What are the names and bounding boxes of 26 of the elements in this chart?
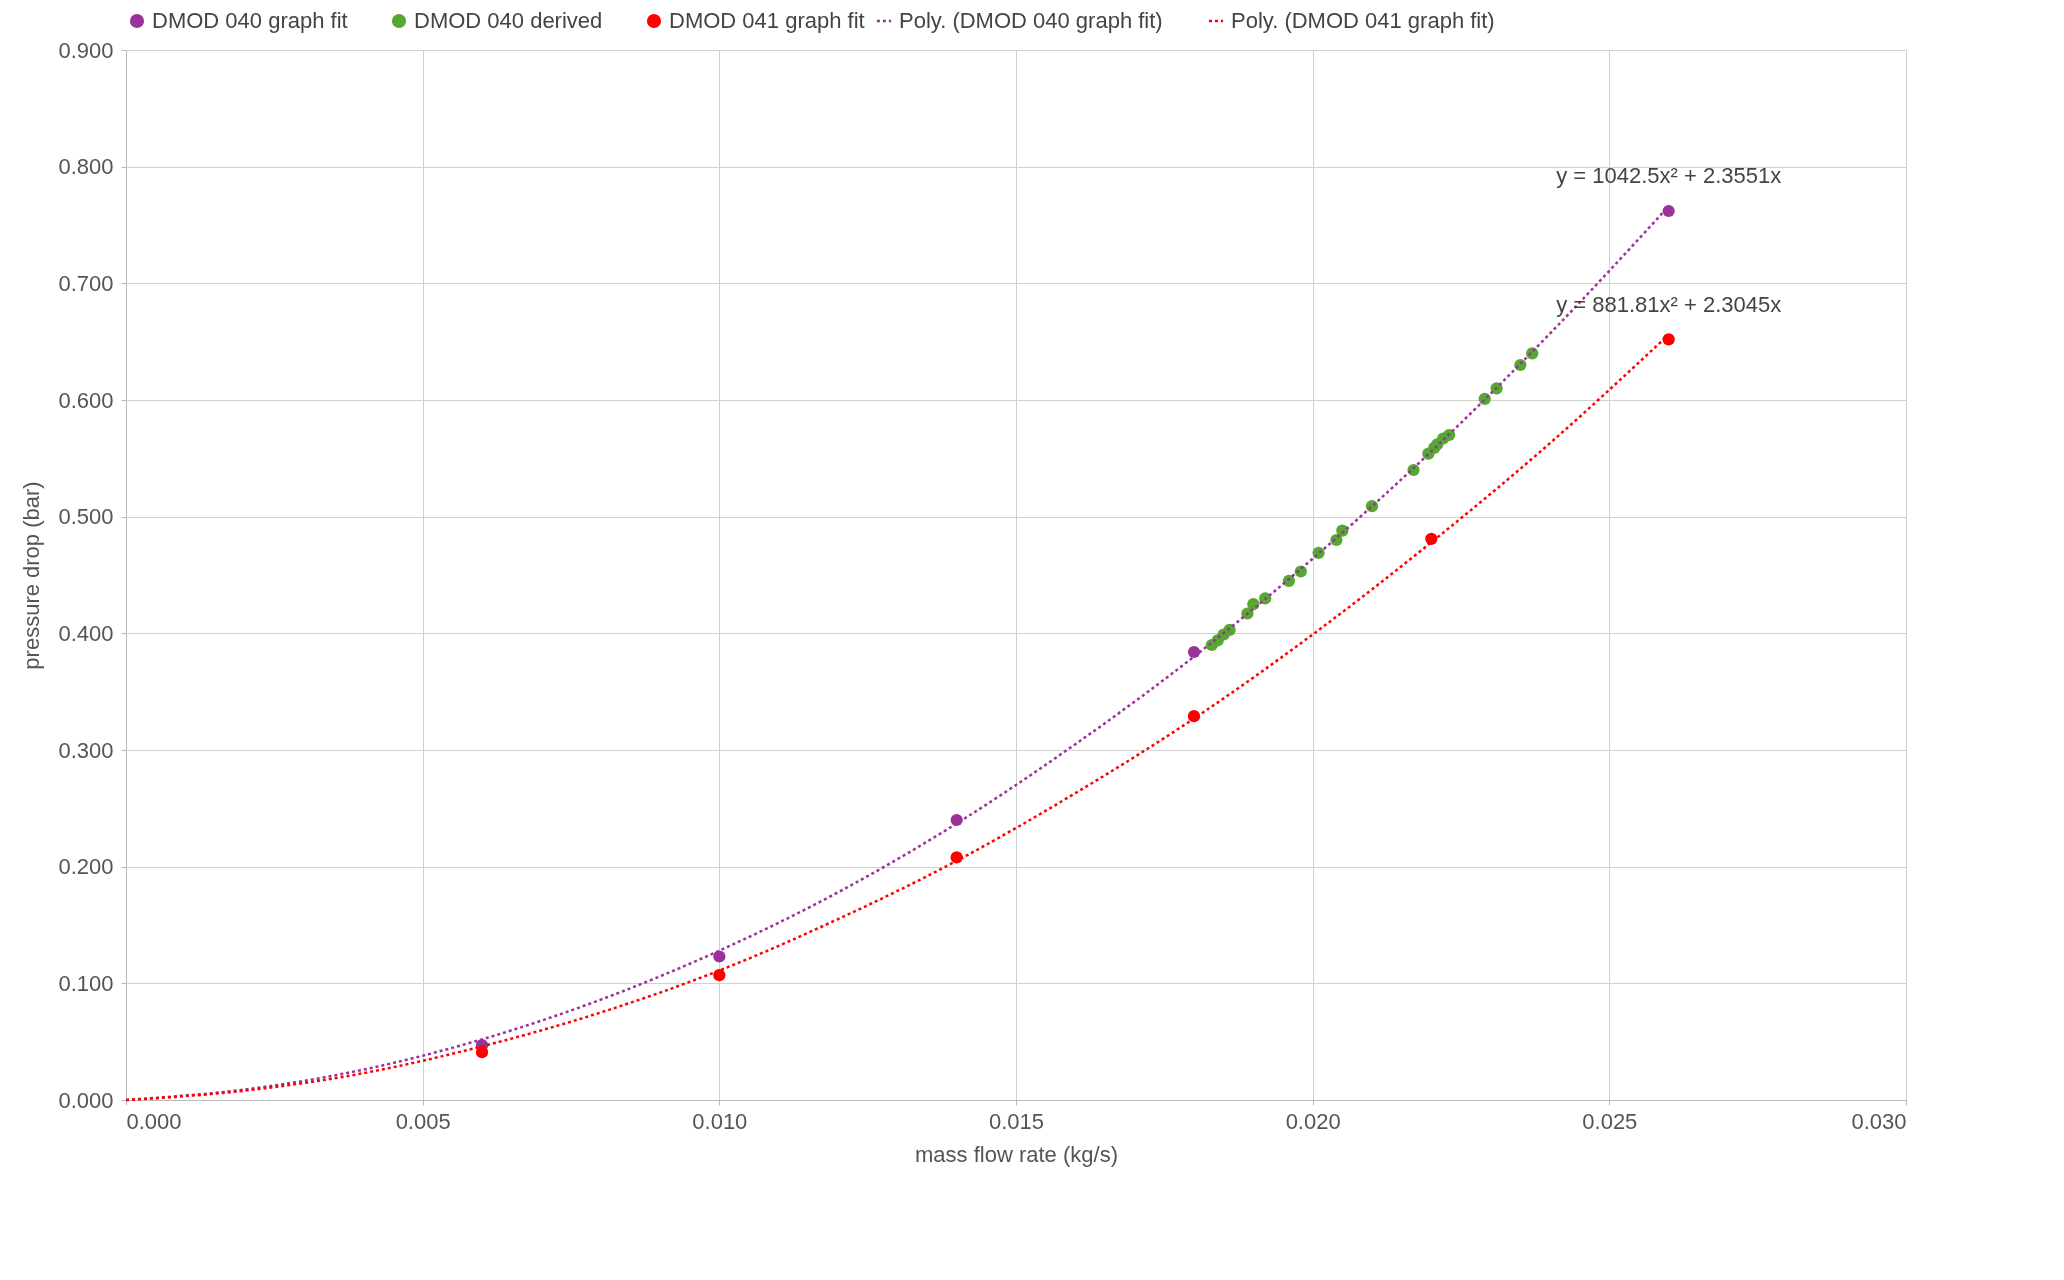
y-tick-label: 0.300 xyxy=(58,737,114,763)
y-tick-label: 0.900 xyxy=(58,37,114,63)
y-tick-label: 0.400 xyxy=(58,620,114,646)
legend-label: DMOD 041 graph fit xyxy=(669,8,865,33)
x-tick-label: 0.000 xyxy=(126,1108,182,1134)
y-tick-label: 0.800 xyxy=(58,154,114,180)
annotation: y = 1042.5x² + 2.3551x xyxy=(1556,163,1782,189)
x-axis-title: mass flow rate (kg/s) xyxy=(915,1141,1118,1167)
x-tick-label: 0.015 xyxy=(988,1108,1045,1134)
x-tick-label: 0.005 xyxy=(395,1108,451,1134)
annotation: y = 881.81x² + 2.3045x xyxy=(1556,291,1782,317)
x-tick-label: 0.030 xyxy=(1851,1108,1907,1134)
x-tick-label: 0.010 xyxy=(692,1108,748,1134)
y-tick-label: 0.200 xyxy=(58,854,114,880)
legend-label: DMOD 040 derived xyxy=(414,8,603,33)
y-tick-label: 0.600 xyxy=(58,387,114,413)
y-axis-title: pressure drop (bar) xyxy=(19,481,45,670)
legend-label: DMOD 040 graph fit xyxy=(152,8,348,33)
legend-label: Poly. (DMOD 040 graph fit) xyxy=(899,8,1163,33)
x-tick-label: 0.020 xyxy=(1285,1108,1341,1134)
y-tick-label: 0.700 xyxy=(58,270,114,296)
legend-label: Poly. (DMOD 041 graph fit) xyxy=(1231,8,1495,33)
y-tick-label: 0.000 xyxy=(58,1087,114,1113)
x-tick-label: 0.025 xyxy=(1582,1108,1638,1134)
y-tick-label: 0.100 xyxy=(58,970,114,996)
y-tick-label: 0.500 xyxy=(58,504,114,530)
